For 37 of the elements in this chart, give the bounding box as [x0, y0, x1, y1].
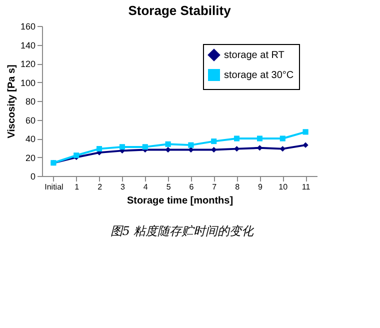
y-tick-label: 160: [20, 22, 36, 32]
legend-label: storage at RT: [224, 50, 284, 61]
x-tick-label: 6: [189, 182, 194, 192]
y-tick-label: 80: [25, 96, 36, 106]
x-tick-label: 2: [98, 182, 103, 192]
point: [302, 129, 308, 135]
y-tick-label: 120: [20, 59, 36, 69]
x-tick-label: 1: [74, 182, 80, 192]
y-tick-label: 40: [25, 134, 36, 144]
x-tick-label: 9: [258, 182, 263, 192]
point: [211, 138, 217, 144]
point: [256, 136, 262, 142]
x-tick-label: 5: [166, 182, 172, 192]
point: [96, 146, 102, 152]
y-tick-label: 0: [30, 172, 36, 182]
point: [188, 142, 194, 148]
x-tick-label: 3: [120, 182, 126, 192]
y-tick-label: 20: [25, 152, 36, 163]
x-axis-title: Storage time [months]: [126, 196, 234, 206]
y-tick-label: 100: [20, 78, 36, 88]
chart-title: Storage Stability: [128, 3, 232, 18]
y-tick-label: 140: [20, 40, 36, 50]
x-tick-label: 10: [278, 182, 288, 192]
point: [142, 144, 148, 150]
point: [165, 141, 171, 147]
x-tick-label: 11: [302, 182, 311, 192]
point: [119, 144, 125, 150]
point: [280, 136, 286, 142]
point: [234, 136, 240, 142]
y-tick-label: 60: [25, 115, 36, 126]
x-tick-label: 4: [143, 182, 148, 192]
caption: 图5 粘度随存贮时间的变化: [110, 224, 255, 238]
legend-label: storage at 30°C: [224, 70, 294, 81]
x-tick-label: 7: [212, 182, 218, 192]
x-tick-label: 8: [235, 182, 240, 192]
x-tick-label: Initial: [44, 182, 64, 192]
y-axis-title: Viscosity [Pa s]: [6, 64, 18, 138]
